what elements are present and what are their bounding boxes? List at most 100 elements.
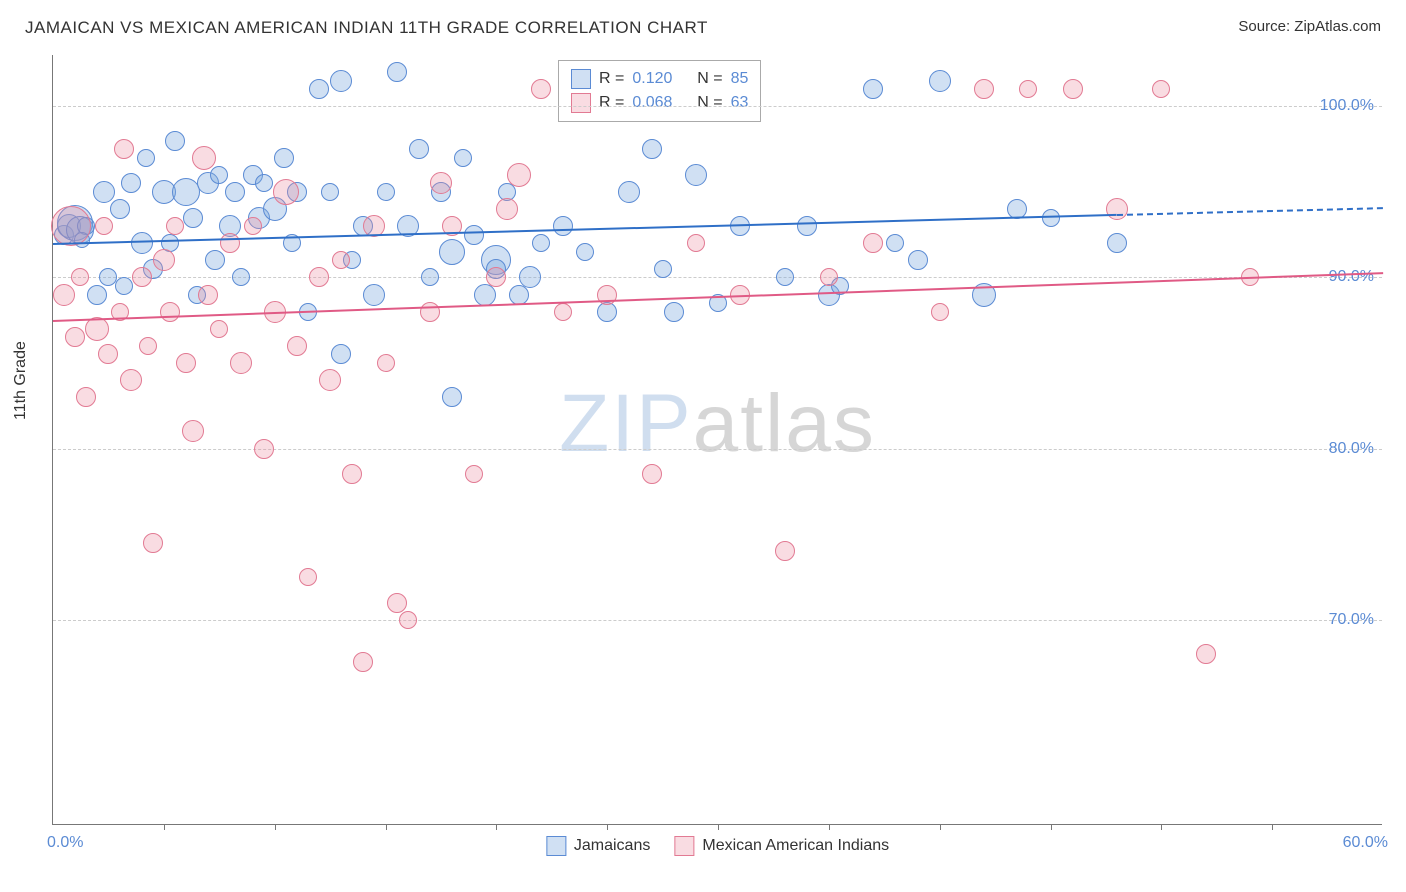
data-point: [115, 277, 133, 295]
data-point: [53, 284, 75, 306]
x-tick-mark: [1161, 824, 1162, 830]
data-point: [642, 464, 662, 484]
data-point: [1019, 80, 1037, 98]
data-point: [420, 302, 440, 322]
y-tick-label: 100.0%: [1320, 97, 1374, 115]
data-point: [309, 79, 329, 99]
chart-title: JAMAICAN VS MEXICAN AMERICAN INDIAN 11TH…: [25, 18, 708, 38]
stats-row: R = 0.068 N = 63: [571, 91, 748, 115]
data-point: [931, 303, 949, 321]
data-point: [137, 149, 155, 167]
data-point: [255, 174, 273, 192]
data-point: [908, 250, 928, 270]
source-attribution: Source: ZipAtlas.com: [1238, 18, 1381, 35]
data-point: [654, 260, 672, 278]
data-point: [76, 387, 96, 407]
legend-item: Jamaicans: [546, 836, 650, 856]
data-point: [974, 79, 994, 99]
correlation-stats-box: R = 0.120 N = 85R = 0.068 N = 63: [558, 60, 761, 122]
data-point: [182, 420, 204, 442]
data-point: [486, 267, 506, 287]
data-point: [1152, 80, 1170, 98]
data-point: [1063, 79, 1083, 99]
data-point: [166, 217, 184, 235]
data-point: [98, 344, 118, 364]
data-point: [597, 302, 617, 322]
data-point: [330, 70, 352, 92]
x-tick-mark: [275, 824, 276, 830]
data-point: [244, 217, 262, 235]
data-point: [183, 208, 203, 228]
series-swatch: [546, 836, 566, 856]
data-point: [220, 233, 240, 253]
data-point: [1107, 233, 1127, 253]
data-point: [496, 198, 518, 220]
data-point: [319, 369, 341, 391]
x-tick-mark: [1272, 824, 1273, 830]
data-point: [160, 302, 180, 322]
data-point: [110, 199, 130, 219]
data-point: [531, 79, 551, 99]
data-point: [51, 206, 91, 246]
x-tick-mark: [164, 824, 165, 830]
series-legend: JamaicansMexican American Indians: [546, 836, 889, 856]
data-point: [664, 302, 684, 322]
data-point: [65, 327, 85, 347]
y-tick-label: 70.0%: [1329, 611, 1374, 629]
data-point: [95, 217, 113, 235]
data-point: [299, 568, 317, 586]
data-point: [465, 465, 483, 483]
data-point: [797, 216, 817, 236]
data-point: [399, 611, 417, 629]
data-point: [176, 353, 196, 373]
x-tick-mark: [607, 824, 608, 830]
data-point: [210, 166, 228, 184]
series-swatch: [571, 93, 591, 113]
x-tick-mark: [718, 824, 719, 830]
data-point: [165, 131, 185, 151]
scatter-plot-area: ZIPatlas R = 0.120 N = 85R = 0.068 N = 6…: [52, 55, 1382, 825]
data-point: [353, 652, 373, 672]
data-point: [131, 232, 153, 254]
trend-line: [1117, 207, 1383, 216]
y-tick-label: 90.0%: [1329, 268, 1374, 286]
data-point: [554, 303, 572, 321]
data-point: [143, 533, 163, 553]
data-point: [120, 369, 142, 391]
data-point: [507, 163, 531, 187]
data-point: [377, 183, 395, 201]
data-point: [274, 148, 294, 168]
data-point: [230, 352, 252, 374]
data-point: [685, 164, 707, 186]
data-point: [192, 146, 216, 170]
data-point: [430, 172, 452, 194]
data-point: [363, 284, 385, 306]
data-point: [93, 181, 115, 203]
data-point: [331, 344, 351, 364]
data-point: [863, 233, 883, 253]
data-point: [287, 336, 307, 356]
data-point: [532, 234, 550, 252]
data-point: [121, 173, 141, 193]
data-point: [71, 268, 89, 286]
gridline-h: [53, 620, 1382, 621]
y-axis-label: 11th Grade: [12, 341, 30, 420]
y-tick-label: 80.0%: [1329, 440, 1374, 458]
data-point: [139, 337, 157, 355]
data-point: [87, 285, 107, 305]
data-point: [254, 439, 274, 459]
data-point: [210, 320, 228, 338]
data-point: [198, 285, 218, 305]
data-point: [342, 464, 362, 484]
data-point: [114, 139, 134, 159]
data-point: [442, 387, 462, 407]
data-point: [172, 178, 200, 206]
x-min-label: 0.0%: [47, 834, 83, 852]
gridline-h: [53, 106, 1382, 107]
data-point: [886, 234, 904, 252]
data-point: [421, 268, 439, 286]
data-point: [387, 593, 407, 613]
data-point: [687, 234, 705, 252]
watermark: ZIPatlas: [559, 377, 876, 471]
data-point: [387, 62, 407, 82]
